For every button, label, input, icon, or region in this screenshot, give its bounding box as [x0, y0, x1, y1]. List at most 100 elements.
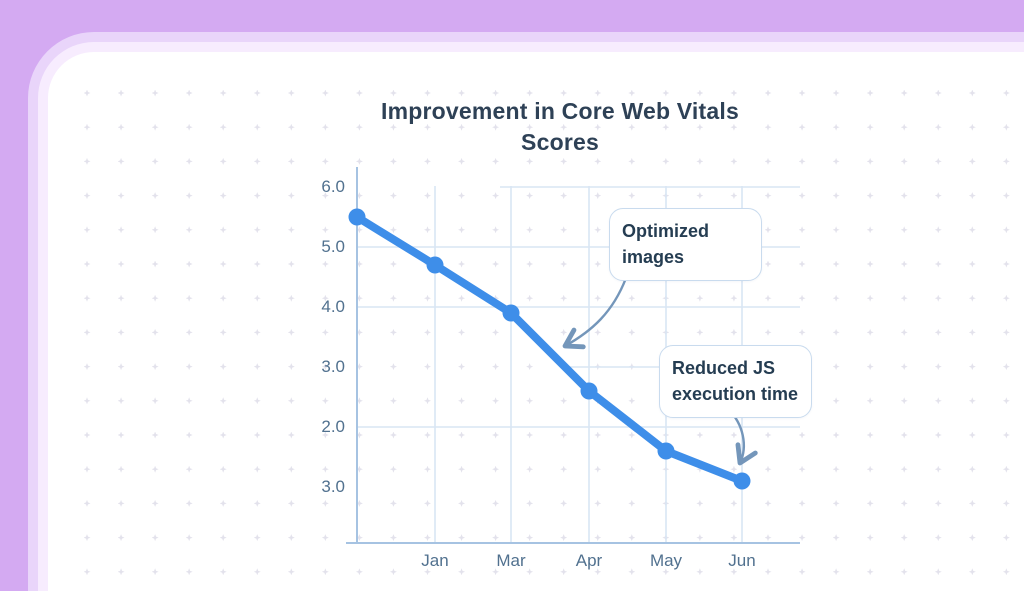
pattern-dot [117, 260, 125, 268]
pattern-dot [492, 568, 500, 576]
pattern-dot [389, 192, 397, 200]
pattern-dot [696, 192, 704, 200]
pattern-dot [832, 123, 840, 131]
pattern-dot [287, 89, 295, 97]
pattern-dot [594, 568, 602, 576]
pattern-dot [219, 465, 227, 473]
pattern-dot [287, 534, 295, 542]
pattern-dot [594, 534, 602, 542]
pattern-dot [458, 499, 466, 507]
pattern-dot [934, 294, 942, 302]
pattern-dot [764, 89, 772, 97]
pattern-dot [798, 499, 806, 507]
pattern-dot [1002, 294, 1010, 302]
pattern-dot [287, 123, 295, 131]
pattern-dot [151, 89, 159, 97]
pattern-dot [866, 123, 874, 131]
pattern-dot [355, 123, 363, 131]
pattern-dot [764, 499, 772, 507]
pattern-dot [764, 123, 772, 131]
data-point-marker [502, 304, 520, 322]
pattern-dot [492, 534, 500, 542]
pattern-dot [526, 534, 534, 542]
x-tick-label: May [649, 551, 683, 570]
pattern-dot [287, 157, 295, 165]
pattern-dot [934, 568, 942, 576]
pattern-dot [321, 157, 329, 165]
pattern-dot [219, 534, 227, 542]
pattern-dot [253, 534, 261, 542]
pattern-dot [321, 431, 329, 439]
pattern-dot [560, 192, 568, 200]
pattern-dot [185, 499, 193, 507]
pattern-dot [185, 328, 193, 336]
annotation-optimized-images: Optimized images [609, 208, 762, 281]
data-point-marker [580, 382, 598, 400]
pattern-dot [560, 499, 568, 507]
pattern-dot [866, 89, 874, 97]
y-tick-label: 6.0 [321, 177, 345, 196]
pattern-dot [866, 226, 874, 234]
pattern-dot [253, 192, 261, 200]
pattern-dot [798, 260, 806, 268]
pattern-dot [526, 123, 534, 131]
pattern-dot [185, 363, 193, 371]
pattern-dot [866, 363, 874, 371]
pattern-dot [117, 157, 125, 165]
pattern-dot [934, 123, 942, 131]
pattern-dot [594, 499, 602, 507]
pattern-dot [662, 123, 670, 131]
pattern-dot [185, 465, 193, 473]
pattern-dot [185, 534, 193, 542]
pattern-dot [764, 260, 772, 268]
pattern-dot [730, 192, 738, 200]
pattern-dot [321, 328, 329, 336]
pattern-dot [832, 568, 840, 576]
pattern-dot [424, 568, 431, 576]
pattern-dot [832, 192, 840, 200]
y-tick-label: 4.0 [321, 297, 345, 316]
pattern-dot [560, 534, 568, 542]
pattern-dot [832, 260, 840, 268]
pattern-dot [321, 260, 329, 268]
pattern-dot [934, 226, 942, 234]
pattern-dot [253, 431, 261, 439]
pattern-dot [253, 226, 261, 234]
pattern-dot [968, 534, 976, 542]
pattern-dot [730, 89, 738, 97]
data-point-marker [733, 472, 751, 490]
pattern-dot [696, 534, 704, 542]
pattern-dot [934, 89, 942, 97]
pattern-dot [219, 568, 227, 576]
pattern-dot [83, 499, 91, 507]
pattern-dot [968, 328, 976, 336]
x-tick-label: Apr [575, 551, 603, 570]
pattern-dot [866, 192, 874, 200]
pattern-dot [185, 123, 193, 131]
pattern-dot [900, 568, 908, 576]
pattern-dot [458, 157, 466, 165]
pattern-dot [900, 260, 908, 268]
pattern-dot [219, 431, 227, 439]
pattern-dot [900, 499, 908, 507]
pattern-dot [219, 89, 227, 97]
pattern-dot [832, 157, 840, 165]
pattern-dot [832, 534, 840, 542]
pattern-dot [151, 226, 159, 234]
pattern-dot [83, 465, 91, 473]
pattern-dot [628, 499, 636, 507]
pattern-dot [628, 568, 636, 576]
pattern-dot [321, 89, 329, 97]
pattern-dot [968, 465, 976, 473]
pattern-dot [696, 157, 704, 165]
pattern-dot [1002, 465, 1010, 473]
pattern-dot [83, 363, 91, 371]
pattern-dot [866, 397, 874, 405]
pattern-dot [219, 397, 227, 405]
pattern-dot [219, 226, 227, 234]
pattern-dot [151, 499, 159, 507]
pattern-dot [526, 89, 534, 97]
pattern-dot [492, 89, 500, 97]
pattern-dot [424, 157, 431, 165]
pattern-dot [287, 192, 295, 200]
